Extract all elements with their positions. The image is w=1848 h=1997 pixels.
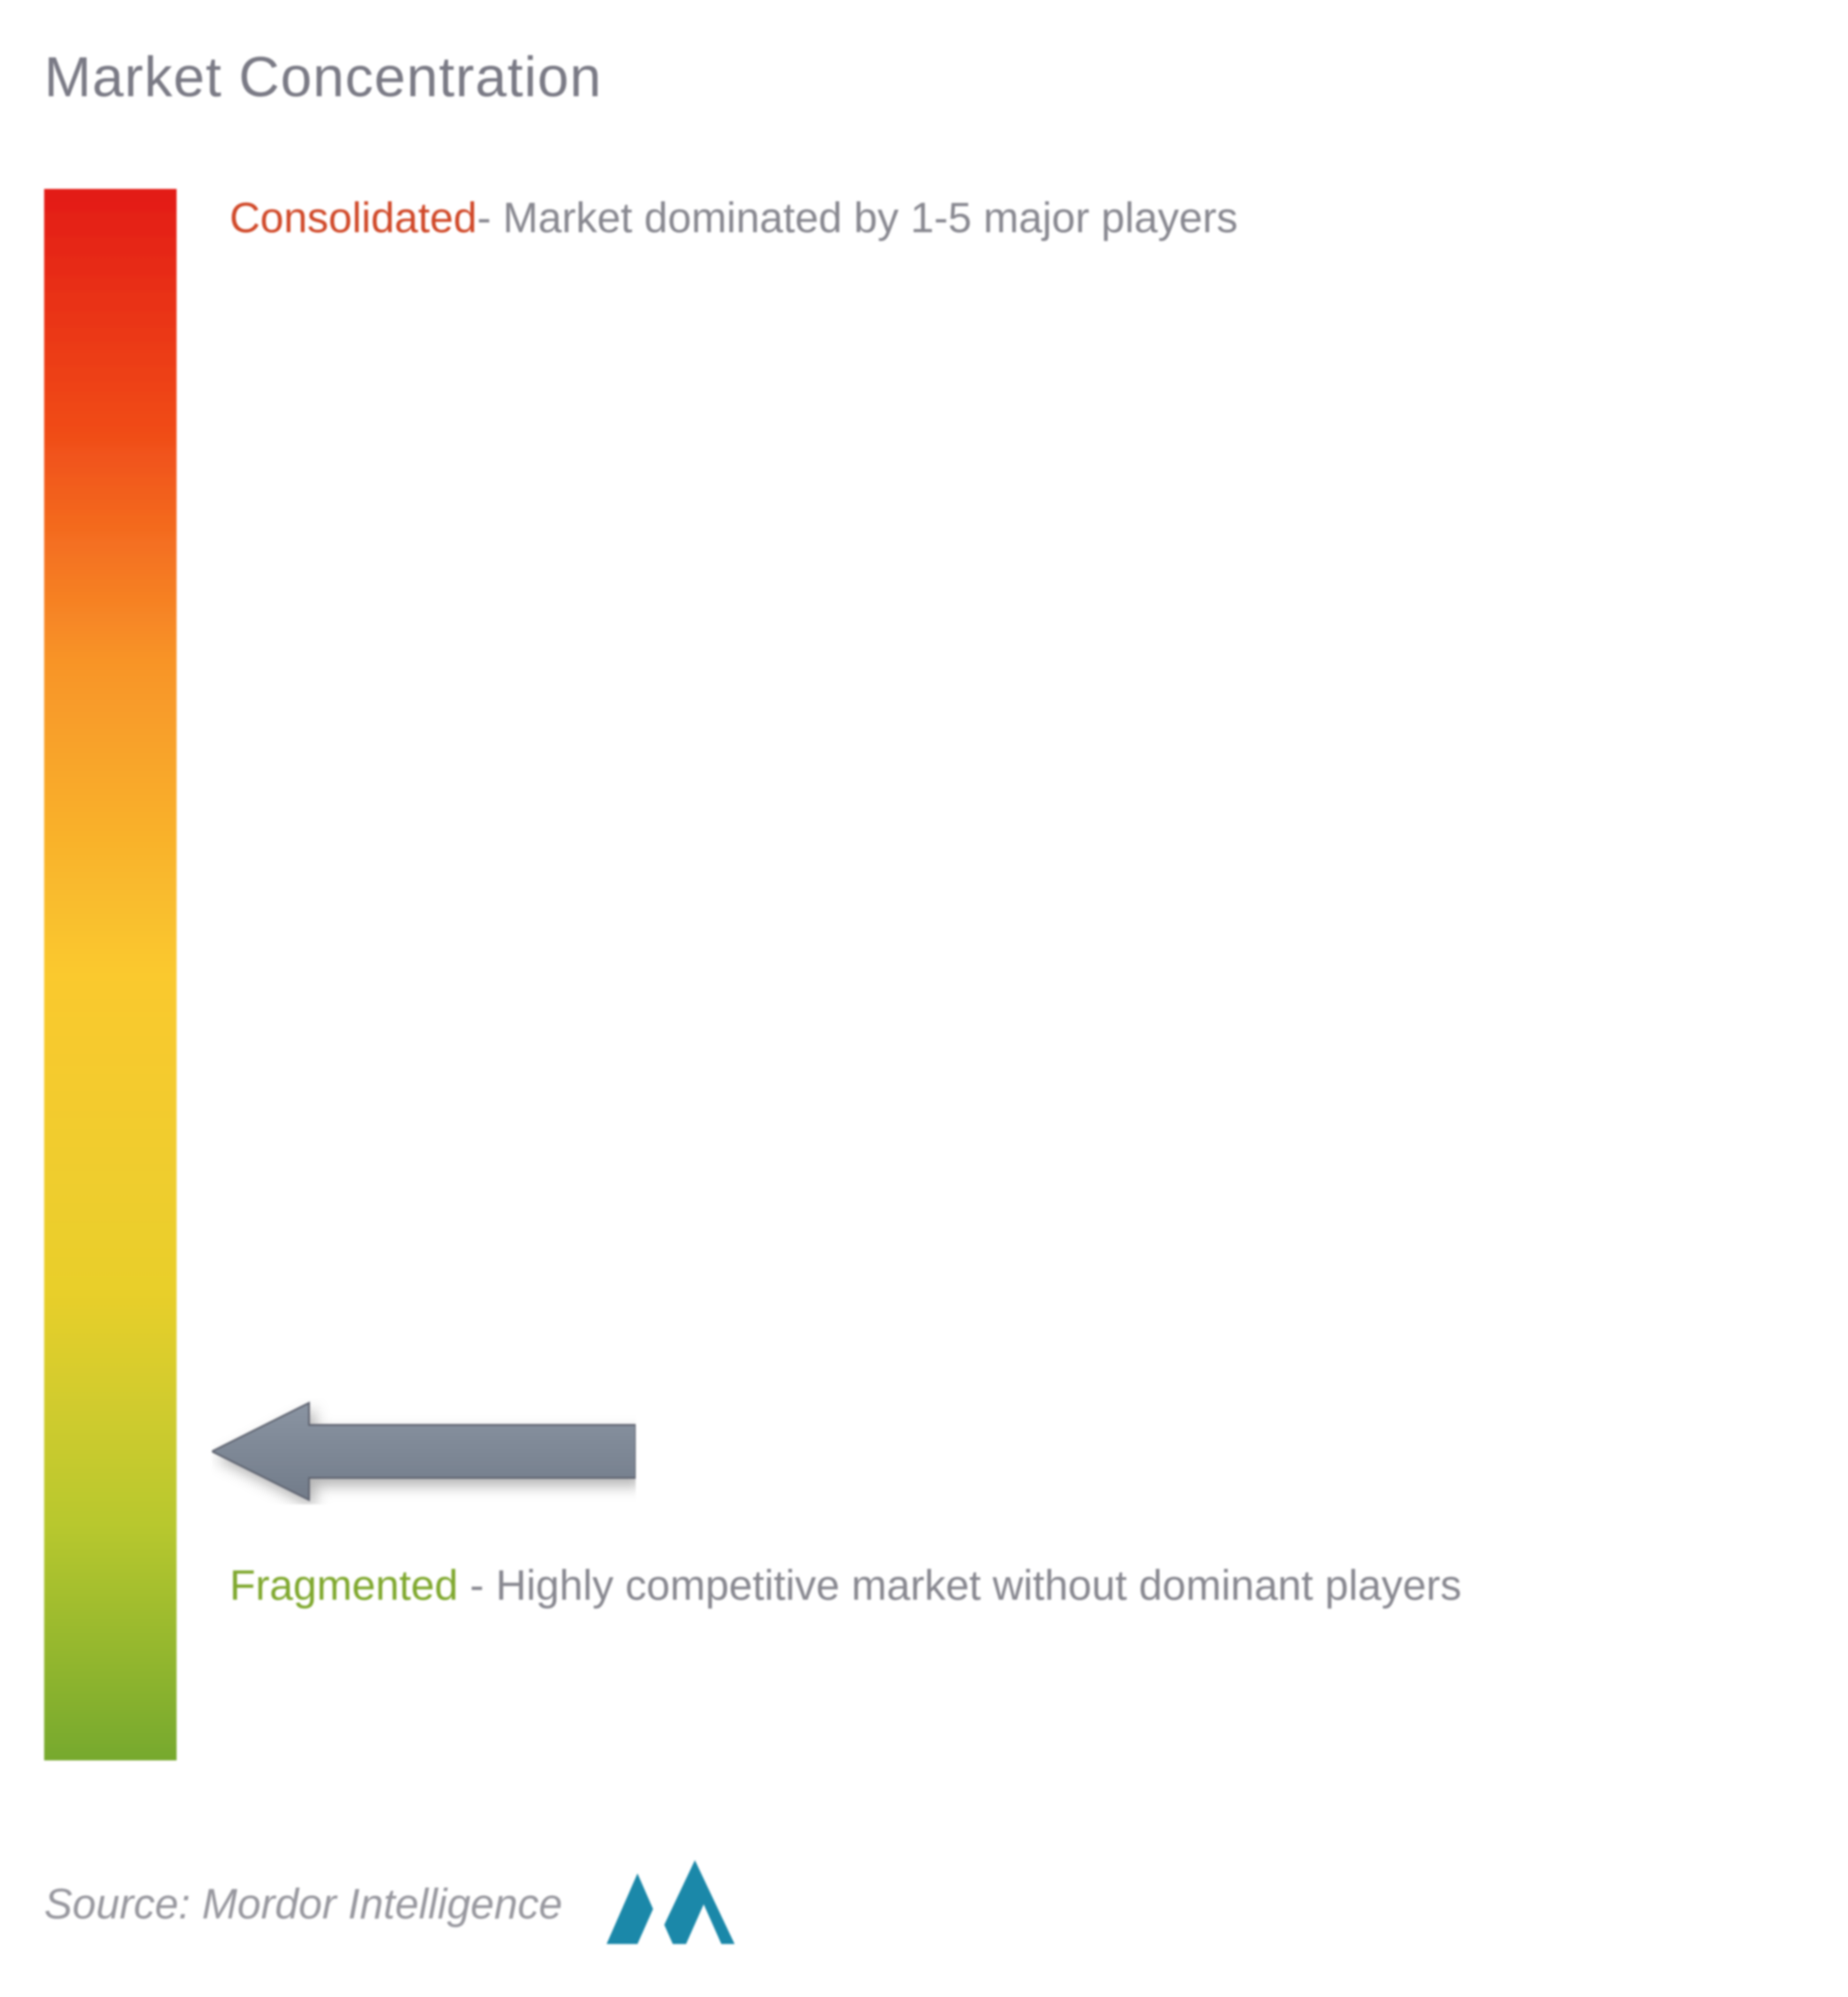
consolidated-highlight: Consolidated bbox=[230, 195, 477, 242]
fragmented-label: Fragmented - Highly competitive market w… bbox=[230, 1553, 1769, 1621]
concentration-gradient-bar bbox=[44, 189, 177, 1760]
page-title: Market Concentration bbox=[44, 44, 1804, 109]
diagram-content: Consolidated- Market dominated by 1-5 ma… bbox=[44, 189, 1804, 1760]
fragmented-highlight: Fragmented bbox=[230, 1563, 458, 1609]
position-indicator-arrow bbox=[212, 1398, 636, 1504]
source-attribution: Source: Mordor Intelligence bbox=[44, 1880, 562, 1929]
labels-column: Consolidated- Market dominated by 1-5 ma… bbox=[230, 189, 1804, 1760]
mordor-logo-icon bbox=[607, 1856, 757, 1953]
consolidated-label: Consolidated- Market dominated by 1-5 ma… bbox=[230, 189, 1769, 248]
footer: Source: Mordor Intelligence bbox=[44, 1856, 757, 1953]
fragmented-description: - Highly competitive market without domi… bbox=[458, 1563, 1461, 1609]
consolidated-description: - Market dominated by 1-5 major players bbox=[477, 195, 1238, 242]
